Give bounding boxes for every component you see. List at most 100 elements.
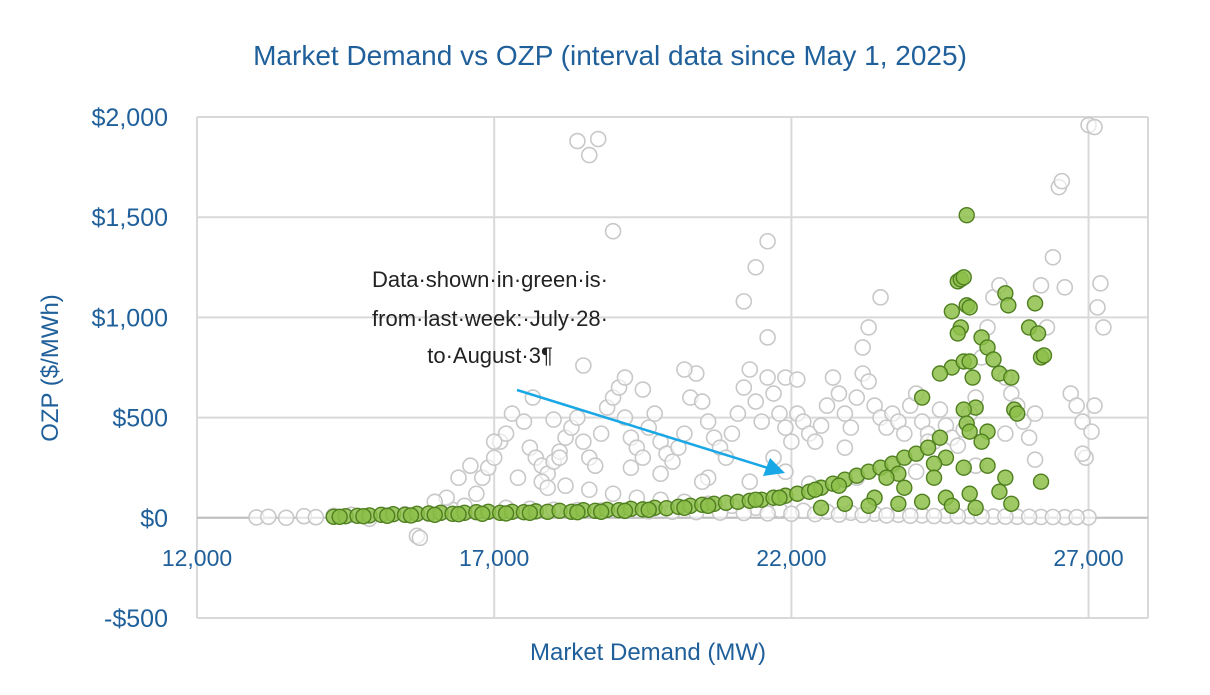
point-last-week — [569, 503, 586, 521]
point-all-intervals — [616, 369, 634, 386]
point-all-intervals — [729, 405, 747, 422]
arrow-head — [763, 458, 785, 476]
x-tick-label: 12,000 — [162, 545, 232, 571]
point-all-intervals — [735, 293, 753, 310]
point-all-intervals — [806, 433, 824, 450]
point-all-intervals — [759, 329, 776, 346]
point-last-week — [955, 269, 972, 286]
point-last-week — [943, 303, 961, 320]
point-all-intervals — [557, 477, 574, 495]
point-all-intervals — [783, 505, 800, 523]
point-last-week — [771, 489, 788, 506]
point-all-intervals — [497, 425, 515, 442]
point-last-week — [949, 325, 966, 342]
chart-title: Market Demand vs OZP (interval data sinc… — [253, 40, 967, 71]
point-all-intervals — [753, 413, 770, 430]
point-all-intervals — [569, 132, 586, 150]
point-last-week — [955, 459, 972, 476]
point-all-intervals — [842, 419, 860, 436]
point-all-intervals — [693, 393, 711, 410]
y-axis-ticks: $2,000 $1,500 $1,000 $500 $0 -$500 — [92, 104, 168, 633]
point-all-intervals — [545, 411, 562, 428]
point-all-intervals — [931, 401, 949, 418]
point-last-week — [1032, 473, 1050, 490]
annotation-line-3: to·August·3¶ — [427, 343, 553, 368]
point-last-week — [925, 469, 943, 486]
point-all-intervals — [878, 507, 895, 524]
point-all-intervals — [907, 463, 925, 481]
point-all-intervals — [575, 357, 592, 374]
point-all-intervals — [901, 507, 919, 525]
point-all-intervals — [765, 385, 782, 402]
point-last-week — [497, 505, 515, 522]
point-last-week — [1003, 495, 1020, 512]
point-all-intervals — [854, 339, 872, 356]
point-all-intervals — [1089, 299, 1106, 316]
point-all-intervals — [622, 459, 640, 477]
point-all-intervals — [860, 373, 877, 390]
point-last-week — [1026, 295, 1044, 312]
series-all-intervals — [248, 116, 1112, 547]
point-all-intervals — [1086, 118, 1103, 136]
point-all-intervals — [468, 485, 485, 503]
point-all-intervals — [586, 457, 604, 474]
point-all-intervals — [1083, 423, 1100, 440]
point-all-intervals — [580, 481, 598, 499]
point-all-intervals — [539, 479, 556, 497]
point-last-week — [474, 505, 491, 522]
point-last-week — [379, 507, 396, 524]
point-last-week — [592, 503, 610, 520]
x-tick-label: 22,000 — [756, 545, 826, 571]
point-last-week — [1029, 325, 1047, 342]
point-all-intervals — [747, 393, 765, 410]
point-all-intervals — [735, 379, 753, 396]
point-last-week — [747, 491, 764, 508]
point-last-week — [931, 429, 949, 446]
point-all-intervals — [789, 371, 806, 388]
annotation: Data·shown·in·green·is· from·last·week:·… — [372, 267, 608, 368]
point-last-week — [836, 495, 854, 512]
point-last-week — [812, 499, 830, 516]
point-last-week — [967, 499, 984, 516]
point-last-week — [860, 497, 877, 514]
y-tick-label: $0 — [140, 505, 168, 533]
point-all-intervals — [1044, 248, 1062, 266]
point-all-intervals — [771, 405, 788, 422]
point-last-week — [961, 299, 978, 316]
point-all-intervals — [1020, 429, 1038, 446]
point-all-intervals — [450, 469, 467, 487]
point-last-week — [878, 469, 895, 486]
point-all-intervals — [1068, 397, 1085, 414]
x-axis-label: Market Demand (MW) — [530, 639, 766, 666]
point-all-intervals — [848, 389, 866, 406]
point-all-intervals — [1092, 275, 1109, 292]
point-all-intervals — [1074, 445, 1091, 462]
point-all-intervals — [592, 425, 610, 442]
x-tick-label: 27,000 — [1053, 545, 1123, 571]
point-all-intervals — [747, 258, 765, 276]
point-all-intervals — [1044, 508, 1062, 526]
point-all-intervals — [1086, 397, 1103, 414]
point-all-intervals — [515, 413, 533, 430]
point-all-intervals — [1026, 451, 1044, 468]
point-last-week — [931, 365, 949, 382]
point-last-week — [913, 493, 931, 510]
point-all-intervals — [830, 385, 848, 402]
point-last-week — [890, 495, 907, 512]
point-all-intervals — [604, 222, 622, 240]
point-all-intervals — [551, 449, 568, 466]
point-last-week — [919, 439, 937, 456]
point-last-week — [830, 477, 848, 494]
point-last-week — [699, 497, 717, 514]
point-all-intervals — [741, 361, 759, 378]
point-all-intervals — [462, 457, 479, 474]
point-last-week — [450, 505, 467, 523]
point-all-intervals — [1053, 172, 1071, 190]
point-all-intervals — [604, 485, 622, 503]
point-last-week — [1009, 405, 1026, 422]
point-all-intervals — [509, 469, 527, 487]
y-tick-label: -$500 — [104, 605, 168, 633]
point-last-week — [997, 469, 1014, 486]
point-all-intervals — [307, 508, 325, 526]
